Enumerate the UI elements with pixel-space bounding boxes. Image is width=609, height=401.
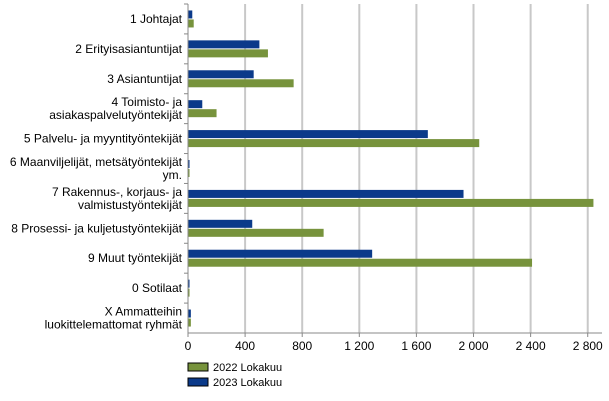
axes	[184, 3, 602, 337]
bar-series-2022	[188, 79, 294, 88]
category-label: 9 Muut työntekijät	[88, 251, 183, 265]
bar-series-2023	[188, 249, 373, 258]
category-labels: 1 Johtajat 2 Erityisasiantuntijat 3 Asiant…	[10, 12, 183, 332]
bar-series-2023	[188, 309, 191, 318]
category-label: 3 Asiantuntijat	[107, 72, 182, 86]
legend-swatch	[187, 377, 209, 387]
x-tick-label: 0	[185, 339, 192, 353]
category-label: 6 Maanviljelijät, metsätyöntekijät ym.	[10, 155, 183, 182]
category-label: 2 Erityisasiantuntijat	[75, 42, 182, 56]
x-tick-label: 400	[235, 339, 255, 353]
category-label: 1 Johtajat	[130, 12, 183, 26]
x-tick-label: 2 400	[516, 339, 546, 353]
x-tick-label: 2 000	[459, 339, 489, 353]
bar-series-2023	[188, 279, 190, 288]
bar-series-2023	[188, 160, 190, 168]
bar-series-2023	[188, 40, 260, 49]
category-label: 8 Prosessi- ja kuljetustyöntekijät	[11, 221, 182, 235]
category-label: 4 Toimisto- ja asiakaspalvelutyöntekijät	[49, 95, 182, 122]
bar-series-2022	[188, 258, 533, 267]
gridlines	[244, 4, 589, 333]
legend-label: 2023 Lokakuu	[213, 377, 282, 389]
bar-series-2022	[188, 19, 194, 28]
legend: 2022 Lokakuu 2023 Lokakuu	[187, 362, 282, 389]
category-label: 0 Sotilaat	[132, 281, 183, 295]
bar-series-2022	[188, 139, 480, 148]
bar-series-2022	[188, 228, 324, 237]
category-label: 7 Rakennus-, korjaus- ja valmistustyöntek…	[52, 185, 183, 212]
bar-series-2023	[188, 219, 253, 228]
bar-series-2022	[188, 318, 191, 327]
x-tick-label: 1 600	[401, 339, 431, 353]
bar-series-2023	[188, 189, 464, 198]
bar-series-2023	[188, 70, 254, 79]
bar-series-2022	[188, 288, 190, 297]
bar-series-2023	[188, 130, 428, 139]
bar-series-2022	[188, 198, 594, 207]
legend-label: 2022 Lokakuu	[213, 362, 282, 374]
tick-labels: 0 400 800 1 200 1 600 2 000 2 400 2 800	[185, 339, 603, 353]
legend-swatch	[187, 362, 209, 372]
bar-series-2022	[188, 169, 190, 177]
x-tick-label: 2 800	[573, 339, 603, 353]
bar-series-2022	[188, 49, 268, 58]
bar-series-2022	[188, 109, 217, 118]
x-tick-label: 800	[292, 339, 312, 353]
category-label: X Ammatteihin luokittelemattomat ryhmät	[45, 305, 183, 332]
x-tick-label: 1 200	[344, 339, 374, 353]
bars	[188, 10, 594, 327]
bar-series-2023	[188, 100, 203, 109]
bar-series-2023	[188, 10, 193, 19]
category-label: 5 Palvelu- ja myyntityöntekijät	[24, 132, 183, 146]
